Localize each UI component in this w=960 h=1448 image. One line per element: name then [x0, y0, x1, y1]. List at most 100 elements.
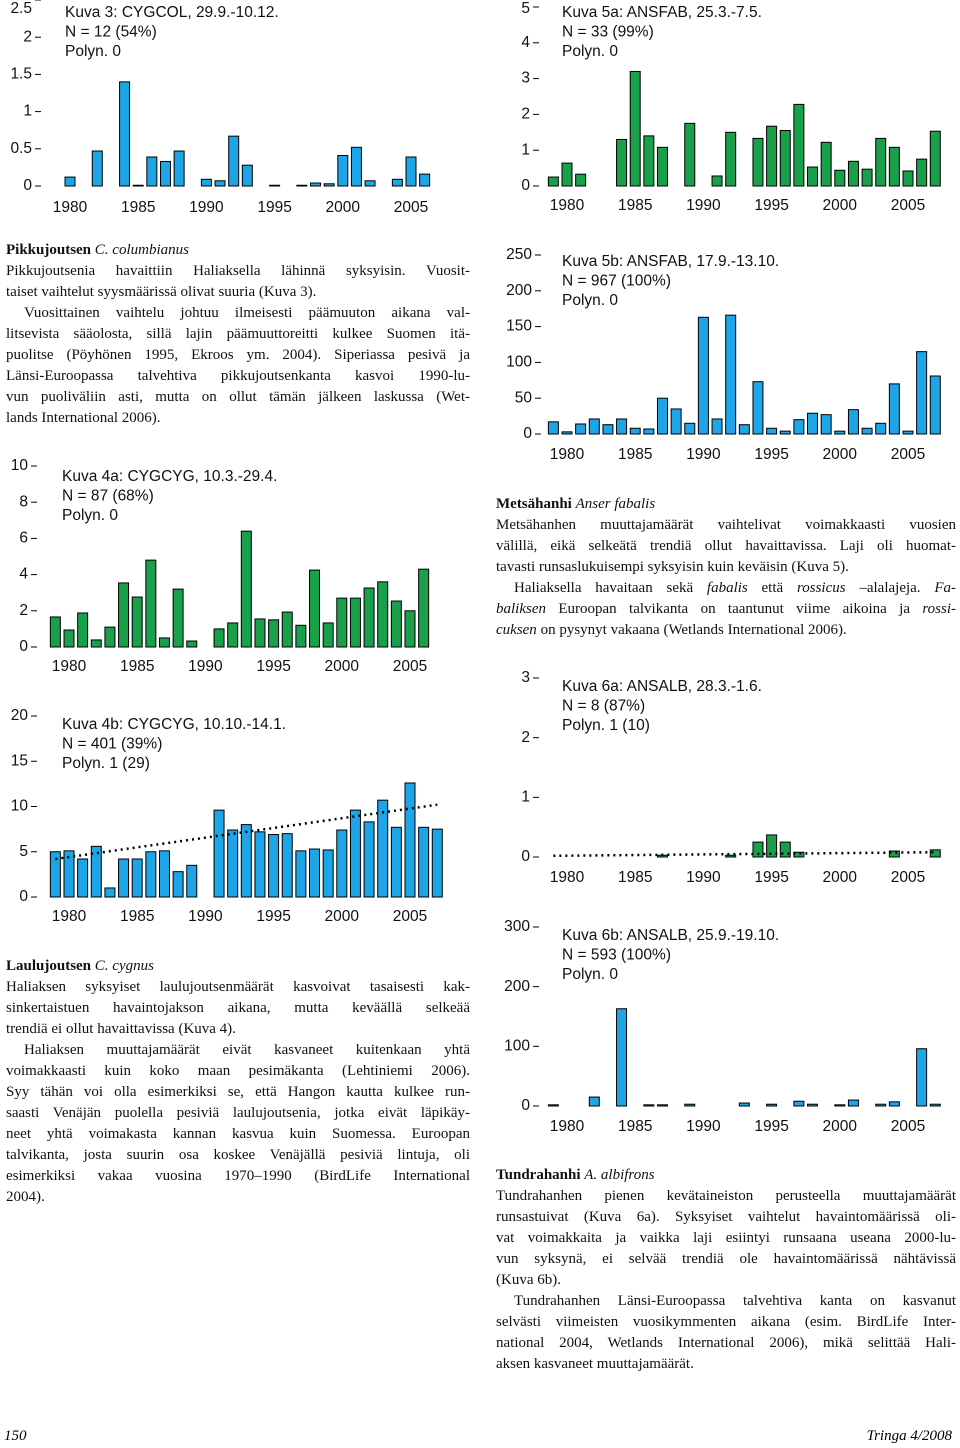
bar	[132, 184, 144, 187]
bar	[861, 427, 873, 435]
x-tick-label: 2000	[823, 197, 858, 214]
bar	[172, 871, 184, 898]
bar	[254, 831, 266, 898]
bar	[63, 629, 75, 648]
y-tick-label: 2	[521, 729, 530, 746]
chart-note: Polyn. 0	[62, 507, 118, 524]
bar	[405, 156, 417, 187]
bar	[158, 850, 170, 898]
x-tick-label: 1990	[686, 197, 721, 214]
chart-note: Polyn. 1 (29)	[62, 755, 150, 772]
bar	[929, 849, 941, 858]
bar	[349, 597, 361, 648]
chart-note: Polyn. 0	[562, 966, 618, 983]
bar	[793, 1100, 805, 1107]
text-line: Haliaksella havaitaan sekä fabalis että …	[496, 578, 956, 599]
x-tick-label: 1995	[256, 908, 290, 925]
chart-note: Polyn. 0	[562, 43, 618, 60]
bar	[547, 176, 559, 187]
text-line: puolitse (Pöyhönen 1995, Ekroos ym. 2004…	[6, 347, 470, 363]
bar	[684, 1103, 696, 1107]
y-tick-label: 10	[11, 798, 29, 815]
text-line: esimerkiksi vakaa vuosina 1970–1990 (Bir…	[6, 1168, 470, 1184]
chart-note: N = 593 (100%)	[562, 947, 671, 964]
bar	[49, 851, 61, 898]
bar	[738, 424, 750, 435]
trend-line	[55, 803, 438, 861]
bar	[684, 422, 696, 435]
chart-note: N = 401 (39%)	[62, 736, 162, 753]
bar	[240, 824, 252, 898]
y-tick-label: 1.5	[10, 65, 32, 82]
bar	[390, 600, 402, 648]
x-tick-label: 1995	[754, 446, 788, 463]
y-tick-label: 20	[11, 707, 29, 724]
text-span: baliksen	[496, 601, 546, 617]
x-tick-label: 2005	[393, 908, 427, 925]
bar	[363, 821, 375, 898]
bar	[431, 828, 443, 898]
text-line: neet yhtä voimakasta kannan kasvua kuin …	[6, 1126, 470, 1142]
text-line: voimakkaasti kuin koko maan pesimäkanta …	[6, 1063, 470, 1079]
bar	[240, 530, 252, 648]
chart-note: N = 33 (99%)	[562, 24, 654, 41]
bar	[77, 612, 89, 648]
chart-title: Kuva 5b: ANSFAB, 17.9.-13.10.	[562, 253, 779, 270]
bar	[309, 569, 321, 648]
bar	[725, 131, 737, 187]
y-tick-label: 0	[521, 177, 530, 194]
bar	[752, 381, 764, 435]
bar	[807, 1103, 819, 1107]
bar	[350, 146, 362, 187]
bar	[77, 858, 89, 898]
bar	[391, 178, 403, 187]
x-tick-label: 1985	[618, 1118, 652, 1135]
y-tick-label: 6	[19, 529, 28, 546]
y-tick-label: 150	[506, 318, 532, 335]
bar	[131, 596, 143, 648]
text-section: Laulujoutsen C. cygnus Haliaksen syksyise…	[6, 956, 470, 1208]
journal: Tringa 4/2008	[866, 1428, 952, 1444]
text-line: Tundrahanhen pienen kevätaineiston perus…	[496, 1188, 956, 1204]
bar	[725, 854, 737, 858]
bar	[119, 81, 131, 187]
bar	[779, 430, 791, 435]
x-tick-label: 2000	[823, 446, 858, 463]
bar	[323, 183, 335, 187]
y-tick-label: 4	[521, 34, 530, 51]
x-tick-label: 1990	[188, 658, 223, 675]
x-tick-label: 1980	[52, 658, 87, 675]
y-tick-label: 0	[19, 888, 28, 905]
text-line: runsastuivat (Kuva 6a). Syksyiset vaihte…	[496, 1209, 956, 1225]
bar	[697, 316, 709, 435]
bar	[929, 130, 941, 187]
bar	[310, 182, 322, 187]
text-line: taiset vaihtelut syysmäärissä olivat suu…	[6, 284, 317, 300]
bar	[902, 430, 914, 435]
bar	[186, 864, 198, 898]
text-span: rossicus	[796, 580, 846, 596]
text-section: Metsähanhi Anser fabalis Metsähanhen muut…	[496, 494, 956, 641]
text-line: Haliaksen syksyiset laulujoutsenmäärät k…	[6, 979, 470, 995]
bar	[656, 146, 668, 187]
bar	[227, 622, 239, 648]
bar	[364, 180, 376, 187]
bar	[752, 841, 764, 858]
heading-latin: Anser fabalis	[575, 496, 656, 512]
bar	[779, 130, 791, 187]
x-tick-label: 1990	[686, 1118, 721, 1135]
page-number: 150	[4, 1428, 27, 1444]
y-tick-label: 4	[19, 566, 28, 583]
bar	[656, 397, 668, 435]
x-tick-label: 1980	[52, 908, 87, 925]
section-heading: Laulujoutsen C. cygnus	[6, 956, 470, 977]
y-tick-label: 2	[23, 28, 32, 45]
trend-line	[553, 850, 936, 858]
chart-note: Polyn. 1 (10)	[562, 717, 650, 734]
bar	[875, 422, 887, 435]
y-tick-label: 0.5	[10, 140, 32, 157]
text-line: 2004).	[6, 1189, 45, 1205]
text-line: cuksen on pysynyt vakaana (Wetlands Inte…	[496, 620, 956, 641]
bar	[793, 103, 805, 187]
bar	[104, 626, 116, 648]
